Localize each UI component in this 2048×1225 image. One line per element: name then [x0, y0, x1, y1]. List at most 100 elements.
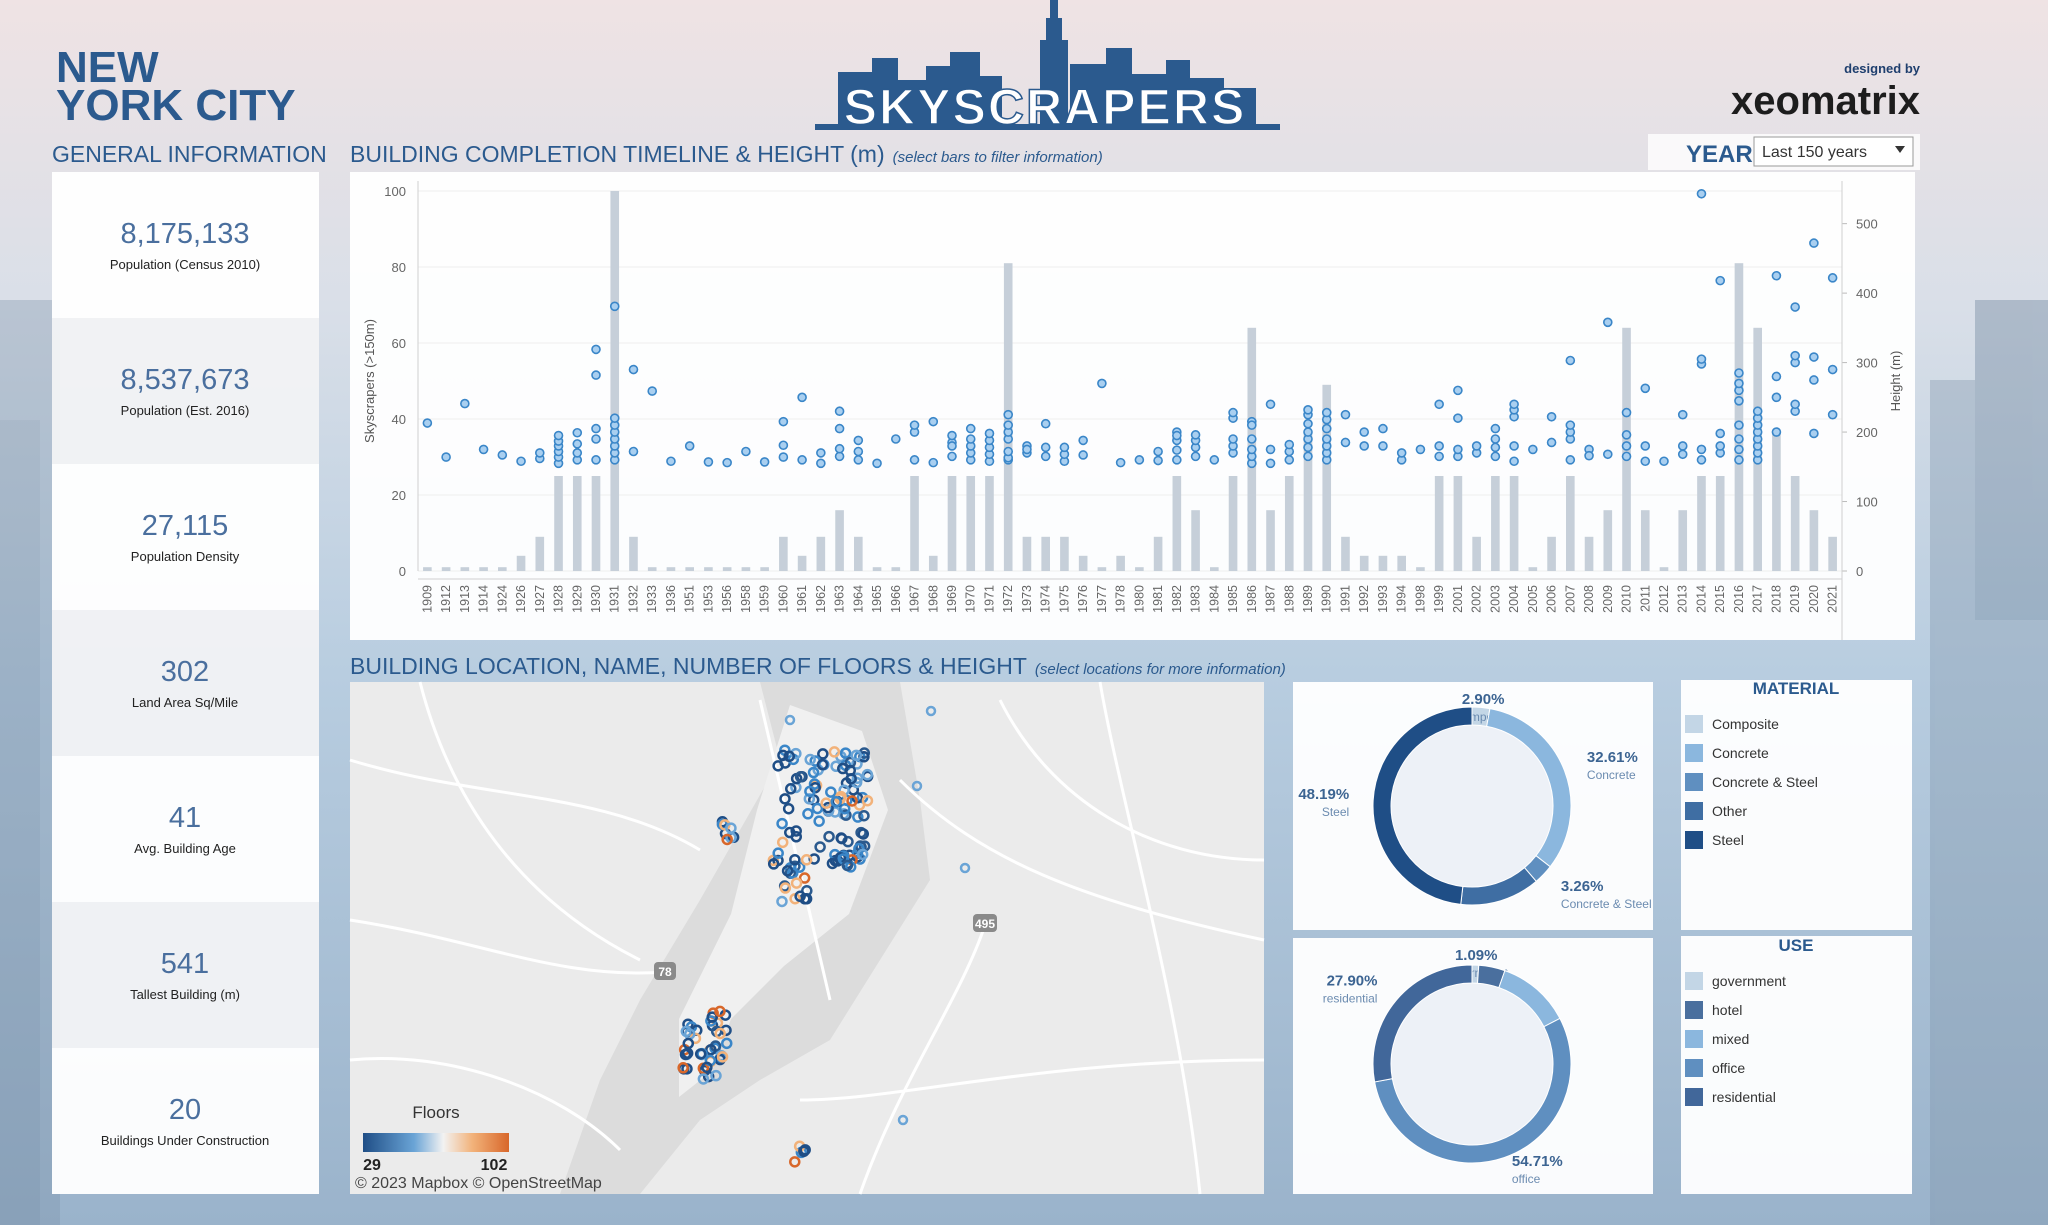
- map-marker[interactable]: [710, 1069, 722, 1082]
- map-marker[interactable]: [813, 815, 825, 827]
- map-marker[interactable]: [790, 831, 802, 843]
- map-marker[interactable]: [790, 747, 802, 760]
- map-marker[interactable]: [799, 1144, 811, 1156]
- map-marker[interactable]: [697, 1073, 710, 1085]
- legend-label[interactable]: Concrete & Steel: [1712, 774, 1818, 790]
- map-marker[interactable]: [911, 780, 923, 792]
- legend-swatch[interactable]: [1685, 972, 1703, 990]
- legend-swatch[interactable]: [1685, 744, 1703, 762]
- map-marker[interactable]: [705, 1043, 717, 1056]
- year-dropdown[interactable]: [1753, 136, 1914, 167]
- map-marker[interactable]: [772, 760, 784, 772]
- map-marker[interactable]: [804, 753, 816, 766]
- map-marker[interactable]: [720, 1037, 733, 1050]
- map-marker[interactable]: [706, 1011, 718, 1023]
- legend-swatch[interactable]: [1685, 773, 1703, 791]
- map-marker[interactable]: [784, 714, 796, 726]
- map-marker[interactable]: [856, 848, 869, 861]
- map-marker[interactable]: [794, 771, 807, 783]
- map-marker[interactable]: [808, 853, 820, 865]
- legend-swatch[interactable]: [1685, 831, 1703, 849]
- legend-swatch[interactable]: [1685, 1001, 1703, 1019]
- map-marker[interactable]: [789, 853, 801, 866]
- map-marker[interactable]: [776, 817, 788, 830]
- map-marker[interactable]: [714, 1027, 726, 1040]
- map-marker[interactable]: [798, 872, 811, 884]
- map-marker[interactable]: [790, 877, 803, 889]
- legend-label[interactable]: hotel: [1712, 1002, 1742, 1018]
- legend-label[interactable]: Steel: [1712, 832, 1744, 848]
- map-marker[interactable]: [807, 766, 820, 779]
- map-marker[interactable]: [844, 764, 856, 777]
- map-marker[interactable]: [682, 1037, 695, 1050]
- map-marker[interactable]: [835, 832, 847, 844]
- legend-swatch[interactable]: [1685, 1059, 1703, 1077]
- map-marker[interactable]: [846, 795, 858, 807]
- map-marker[interactable]: [861, 768, 874, 781]
- height-point: [853, 455, 864, 465]
- height-point: [591, 423, 601, 434]
- legend-label[interactable]: mixed: [1712, 1031, 1749, 1047]
- map-marker[interactable]: [861, 794, 874, 807]
- map-marker[interactable]: [794, 890, 806, 903]
- map-marker[interactable]: [959, 862, 971, 874]
- map-marker[interactable]: [841, 859, 854, 872]
- map-marker[interactable]: [781, 865, 794, 877]
- map-marker[interactable]: [779, 793, 791, 805]
- map-marker[interactable]: [850, 749, 863, 762]
- map-marker[interactable]: [817, 748, 829, 760]
- legend-label[interactable]: office: [1712, 1060, 1745, 1076]
- bar: [910, 476, 919, 571]
- map-marker[interactable]: [679, 1048, 692, 1061]
- map-marker[interactable]: [852, 811, 864, 823]
- map-marker[interactable]: [776, 836, 789, 849]
- map-marker[interactable]: [816, 758, 829, 771]
- map-marker[interactable]: [716, 1051, 729, 1063]
- legend-label[interactable]: government: [1712, 973, 1786, 989]
- map-marker[interactable]: [814, 841, 826, 853]
- height-point: [1378, 423, 1388, 434]
- map-marker[interactable]: [857, 828, 870, 840]
- map-marker[interactable]: [828, 746, 841, 758]
- map-marker[interactable]: [804, 785, 816, 798]
- legend-swatch[interactable]: [1685, 802, 1703, 820]
- legend-swatch[interactable]: [1685, 1088, 1703, 1106]
- legend-label[interactable]: Concrete: [1712, 745, 1769, 761]
- legend-label[interactable]: residential: [1712, 1089, 1776, 1105]
- legend-label[interactable]: Other: [1712, 803, 1747, 819]
- map-marker[interactable]: [803, 793, 816, 805]
- map-marker[interactable]: [825, 786, 837, 798]
- map-marker[interactable]: [826, 857, 839, 870]
- map-marker[interactable]: [897, 1114, 909, 1126]
- map-marker[interactable]: [839, 747, 852, 759]
- legend-swatch[interactable]: [1685, 1030, 1703, 1048]
- map-marker[interactable]: [701, 1061, 713, 1074]
- map-marker[interactable]: [776, 895, 788, 908]
- map-marker[interactable]: [772, 847, 784, 859]
- legend-swatch[interactable]: [1685, 715, 1703, 733]
- map-marker[interactable]: [694, 1048, 707, 1060]
- map-marker[interactable]: [830, 795, 842, 808]
- map-marker[interactable]: [858, 809, 870, 822]
- map-marker[interactable]: [784, 783, 797, 795]
- map-marker[interactable]: [783, 750, 796, 763]
- map-marker[interactable]: [925, 705, 937, 717]
- map-marker[interactable]: [677, 1062, 689, 1074]
- map-marker[interactable]: [789, 1156, 801, 1168]
- map-marker[interactable]: [790, 825, 802, 837]
- map-marker[interactable]: [714, 1005, 726, 1018]
- map-marker[interactable]: [802, 808, 814, 820]
- map-marker[interactable]: [823, 830, 835, 843]
- map-marker[interactable]: [782, 802, 795, 815]
- map-marker[interactable]: [777, 749, 789, 762]
- map-marker[interactable]: [840, 809, 852, 821]
- map-marker[interactable]: [721, 833, 733, 846]
- dropdown-arrow[interactable]: [1895, 146, 1905, 153]
- legend-label[interactable]: Composite: [1712, 716, 1779, 732]
- map-marker[interactable]: [800, 893, 813, 905]
- map-marker[interactable]: [779, 882, 792, 894]
- map[interactable]: 495 78 Floors 29 102 © 2023 Mapbox © Ope…: [349, 681, 1265, 1195]
- map-marker[interactable]: [800, 854, 813, 866]
- map-marker[interactable]: [811, 802, 824, 815]
- map-marker[interactable]: [767, 858, 780, 870]
